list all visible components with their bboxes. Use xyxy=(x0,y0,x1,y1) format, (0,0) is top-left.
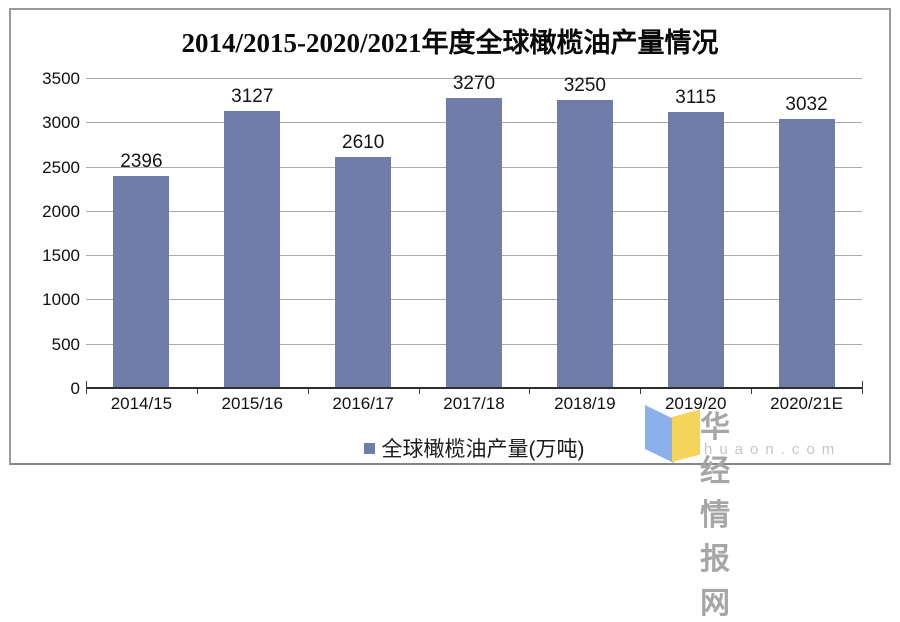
x-axis-tick xyxy=(196,388,198,394)
x-axis-label: 2017/18 xyxy=(443,394,505,413)
x-axis-tick xyxy=(862,388,863,394)
x-axis-label: 2018/19 xyxy=(554,394,616,413)
y-axis-tick-label: 0 xyxy=(70,379,80,398)
x-axis-label: 2020/21E xyxy=(770,394,843,413)
bar-value-label: 3032 xyxy=(785,94,828,116)
bar-2016/17 xyxy=(335,156,392,388)
bar-2019/20 xyxy=(667,112,724,388)
bar-value-label: 3115 xyxy=(675,87,717,109)
x-axis-line xyxy=(86,387,862,389)
bar-2020/21E xyxy=(778,119,835,388)
y-axis-tick-label: 3000 xyxy=(42,113,80,133)
grid-line xyxy=(86,78,862,79)
bar-value-label: 2396 xyxy=(120,150,163,172)
watermark-domain-text: huaon.com xyxy=(704,441,842,458)
x-axis-tick xyxy=(751,388,753,394)
bar-2018/19 xyxy=(556,100,613,388)
x-axis-tick xyxy=(529,388,531,394)
x-axis-label: 2016/17 xyxy=(332,394,394,413)
y-axis-tick-label: 1500 xyxy=(42,246,80,266)
bar-2015/16 xyxy=(224,111,281,388)
bar-value-label: 2610 xyxy=(342,131,385,153)
x-axis-label: 2014/15 xyxy=(110,394,173,413)
x-axis-end-tick xyxy=(86,381,87,388)
y-axis-tick-label: 2000 xyxy=(42,201,80,221)
legend-label: 全球橄榄油产量(万吨) xyxy=(381,438,585,461)
bar-value-label: 3250 xyxy=(563,75,606,97)
x-axis-label: 2019/20 xyxy=(664,394,727,413)
x-axis-tick xyxy=(418,388,420,394)
chart-border-frame xyxy=(9,8,891,465)
y-axis-tick-label: 500 xyxy=(51,334,80,354)
chart-title: 2014/2015-2020/2021年度全球橄榄油产量情况 xyxy=(181,28,719,58)
x-axis-end-tick xyxy=(862,381,863,388)
legend: 全球橄榄油产量(万吨) xyxy=(86,433,862,463)
chart-canvas: 2014/2015-2020/2021年度全球橄榄油产量情况 0 500 1000 1… xyxy=(9,8,891,620)
x-axis-label: 2015/16 xyxy=(221,394,283,413)
bar-value-label: 3270 xyxy=(452,73,496,95)
x-axis-tick xyxy=(640,388,642,394)
bar-value-label: 3127 xyxy=(231,86,274,108)
plot-area xyxy=(86,78,862,388)
x-axis-tick xyxy=(86,388,87,394)
bar-2014/15 xyxy=(113,175,170,388)
y-axis-tick-label: 3500 xyxy=(42,69,80,88)
x-axis-tick xyxy=(307,388,309,394)
legend-marker-icon xyxy=(363,442,375,454)
y-axis-tick-label: 2500 xyxy=(42,157,80,177)
y-axis-tick-label: 1000 xyxy=(42,290,80,310)
bar-2017/18 xyxy=(446,98,502,388)
